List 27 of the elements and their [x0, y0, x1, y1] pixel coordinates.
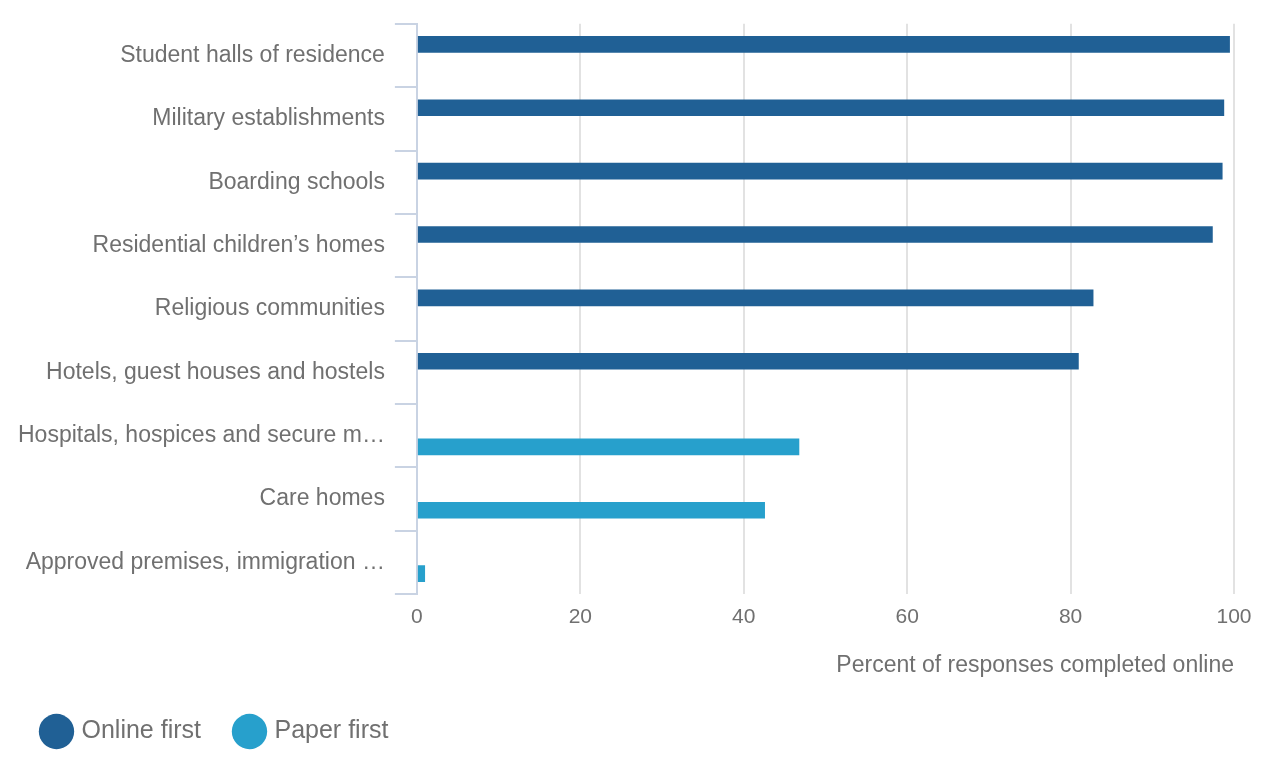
- x-tick-label: 0: [411, 603, 423, 627]
- y-tick-label: Religious communities: [154, 294, 385, 321]
- y-tick-label: Military establishments: [152, 104, 385, 131]
- legend-label: Online first: [81, 715, 202, 744]
- x-tick-label: 80: [1058, 603, 1083, 627]
- bar: [417, 438, 800, 456]
- bar: [417, 162, 1223, 180]
- bar: [417, 565, 426, 582]
- x-tick-label: 60: [895, 603, 919, 627]
- bar: [417, 226, 1213, 243]
- legend-label: Paper first: [274, 715, 389, 744]
- y-tick-label: Hotels, guest houses and hostels: [46, 357, 385, 384]
- y-tick-label: Care homes: [259, 484, 385, 511]
- y-tick-label: Hospitals, hospices and secure m…: [18, 421, 385, 448]
- bar: [417, 289, 1094, 307]
- y-tick-label: Residential children’s homes: [92, 230, 385, 257]
- bar: [417, 501, 765, 519]
- y-tick-label: Boarding schools: [208, 167, 385, 194]
- y-tick-label: Approved premises, immigration …: [25, 547, 385, 574]
- bar: [417, 99, 1225, 117]
- y-tick-label: Student halls of residence: [120, 40, 385, 67]
- x-tick-label: 40: [732, 603, 756, 627]
- x-axis-title: Percent of responses completed online: [836, 650, 1234, 677]
- bar: [417, 352, 1079, 370]
- x-tick-label: 20: [568, 603, 592, 627]
- bar: [417, 36, 1230, 53]
- x-tick-label: 100: [1216, 603, 1252, 627]
